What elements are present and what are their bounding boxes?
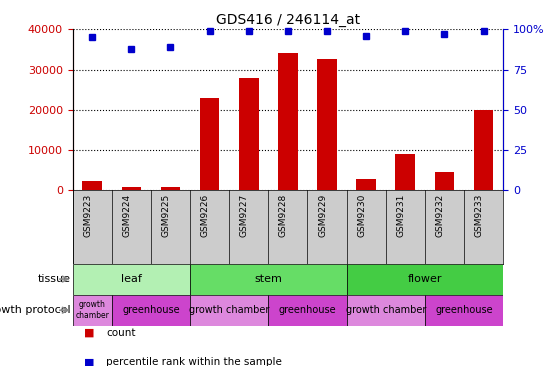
- Bar: [200, 98, 219, 190]
- Text: GSM9226: GSM9226: [201, 194, 210, 237]
- Text: greenhouse: greenhouse: [278, 305, 337, 315]
- Bar: [425, 295, 503, 326]
- Bar: [112, 295, 190, 326]
- Bar: [357, 179, 376, 190]
- Text: count: count: [106, 328, 136, 338]
- Bar: [239, 78, 258, 190]
- Bar: [347, 264, 503, 295]
- Bar: [318, 59, 337, 190]
- Bar: [73, 264, 190, 295]
- Bar: [190, 264, 347, 295]
- Text: GSM9227: GSM9227: [240, 194, 249, 237]
- Text: growth chamber: growth chamber: [345, 305, 426, 315]
- Bar: [435, 172, 454, 190]
- Text: GSM9229: GSM9229: [318, 194, 327, 237]
- Bar: [268, 295, 347, 326]
- Text: tissue: tissue: [37, 274, 70, 284]
- Text: GSM9231: GSM9231: [396, 194, 405, 238]
- Text: GSM9232: GSM9232: [435, 194, 444, 237]
- Bar: [190, 295, 268, 326]
- Text: GSM9230: GSM9230: [357, 194, 366, 238]
- Bar: [396, 154, 415, 190]
- Text: ■: ■: [84, 357, 94, 366]
- Text: GSM9224: GSM9224: [122, 194, 131, 237]
- Bar: [73, 295, 112, 326]
- Title: GDS416 / 246114_at: GDS416 / 246114_at: [216, 13, 360, 27]
- Bar: [83, 182, 102, 190]
- Text: GSM9225: GSM9225: [162, 194, 170, 237]
- Text: flower: flower: [408, 274, 442, 284]
- Text: percentile rank within the sample: percentile rank within the sample: [106, 357, 282, 366]
- Text: greenhouse: greenhouse: [435, 305, 493, 315]
- Text: growth chamber: growth chamber: [189, 305, 269, 315]
- Text: growth protocol: growth protocol: [0, 305, 70, 315]
- Text: stem: stem: [254, 274, 282, 284]
- Bar: [161, 187, 180, 190]
- Text: GSM9228: GSM9228: [279, 194, 288, 237]
- Text: GSM9233: GSM9233: [475, 194, 484, 238]
- Bar: [278, 53, 298, 190]
- Text: growth
chamber: growth chamber: [75, 300, 109, 320]
- Bar: [474, 110, 494, 190]
- Text: greenhouse: greenhouse: [122, 305, 180, 315]
- Text: leaf: leaf: [121, 274, 142, 284]
- Text: ■: ■: [84, 328, 94, 338]
- Bar: [122, 187, 141, 190]
- Bar: [347, 295, 425, 326]
- Text: GSM9223: GSM9223: [83, 194, 92, 237]
